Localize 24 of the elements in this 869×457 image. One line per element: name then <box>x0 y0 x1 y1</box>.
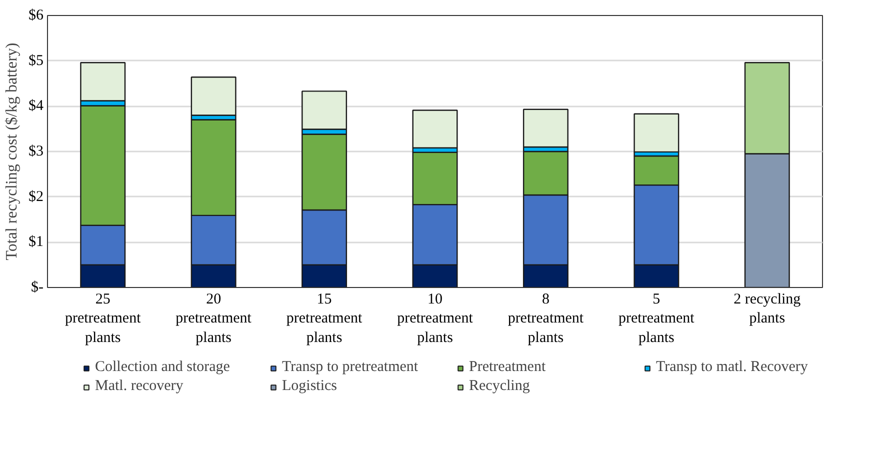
legend-label: Transp to matl. Recovery <box>656 359 809 376</box>
legend-label: Recycling <box>469 378 531 395</box>
legend-label: Logistics <box>282 378 338 395</box>
y-axis-title: Total recycling cost ($/kg battery) <box>4 42 20 260</box>
x-tick-label: 2 recycling plants <box>734 292 802 327</box>
x-tick-label: 5 pretreatment plants <box>618 292 696 346</box>
x-tick-label: 25 pretreatment plants <box>64 292 142 346</box>
y-tick-label: $5 <box>28 52 44 69</box>
bar <box>634 113 680 153</box>
x-tick-label: 20 pretreatment plants <box>176 292 252 346</box>
legend-label: Transp to pretreatment <box>282 359 420 376</box>
y-tick-label: $2 <box>28 188 44 205</box>
y-tick-label: $3 <box>28 144 44 160</box>
x-tick-label: 8 pretreatment plants <box>508 292 584 346</box>
x-tick-label: 15 pretreatment plants <box>286 292 364 346</box>
legend-label: Collection and storage <box>95 359 231 376</box>
y-tick-label: $- <box>31 280 44 296</box>
bar <box>522 108 568 148</box>
legend-label: Pretreatment <box>469 359 547 376</box>
x-tick-label: 10 pretreatment plants <box>397 292 474 346</box>
y-tick-label: $4 <box>28 98 44 114</box>
y-tick-label: $6 <box>28 8 44 24</box>
legend-label: Matl. recovery <box>95 378 184 395</box>
y-tick-label: $1 <box>28 234 44 250</box>
